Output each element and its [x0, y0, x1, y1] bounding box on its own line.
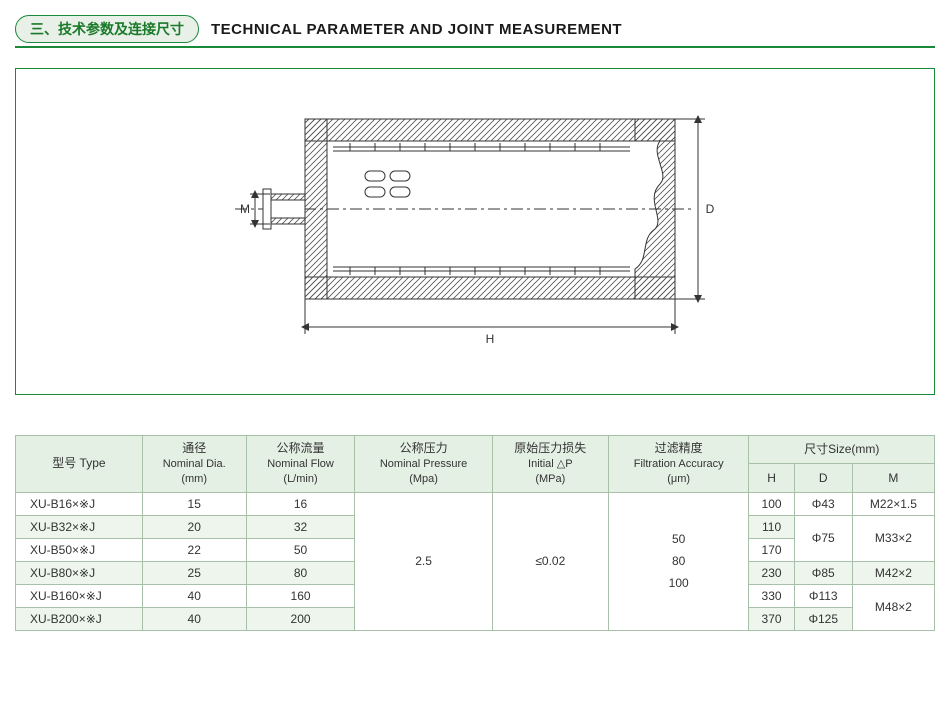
section-header: 三、技术参数及连接尺寸 TECHNICAL PARAMETER AND JOIN… [15, 15, 935, 43]
th-M: M [852, 464, 934, 492]
cell-accuracy: 50 80 100 [608, 492, 749, 630]
cell-dp: ≤0.02 [492, 492, 608, 630]
th-H: H [749, 464, 794, 492]
th-dia: 通径 Nominal Dia. (mm) [142, 436, 246, 493]
label-d: D [706, 202, 715, 216]
th-type: 型号 Type [16, 436, 143, 493]
section-en-title: TECHNICAL PARAMETER AND JOINT MEASUREMEN… [211, 21, 622, 38]
cross-section-diagram: M D H [215, 99, 735, 359]
label-m: M [240, 202, 250, 216]
th-flow: 公称流量 Nominal Flow (L/min) [246, 436, 355, 493]
label-h: H [486, 332, 495, 346]
th-D: D [794, 464, 852, 492]
spec-table: 型号 Type 通径 Nominal Dia. (mm) 公称流量 Nomina… [15, 435, 935, 631]
header-underline [15, 46, 935, 48]
th-dp: 原始压力损失 Initial △P (MPa) [492, 436, 608, 493]
table-row: XU-B16×※J 15 16 2.5 ≤0.02 50 80 100 100 … [16, 492, 935, 515]
th-accuracy: 过滤精度 Filtration Accuracy (μm) [608, 436, 749, 493]
th-size: 尺寸Size(mm) [749, 436, 935, 464]
diagram-container: M D H [15, 68, 935, 395]
th-pressure: 公称压力 Nominal Pressure (Mpa) [355, 436, 492, 493]
section-cn-pill: 三、技术参数及连接尺寸 [15, 15, 199, 43]
cell-pressure: 2.5 [355, 492, 492, 630]
